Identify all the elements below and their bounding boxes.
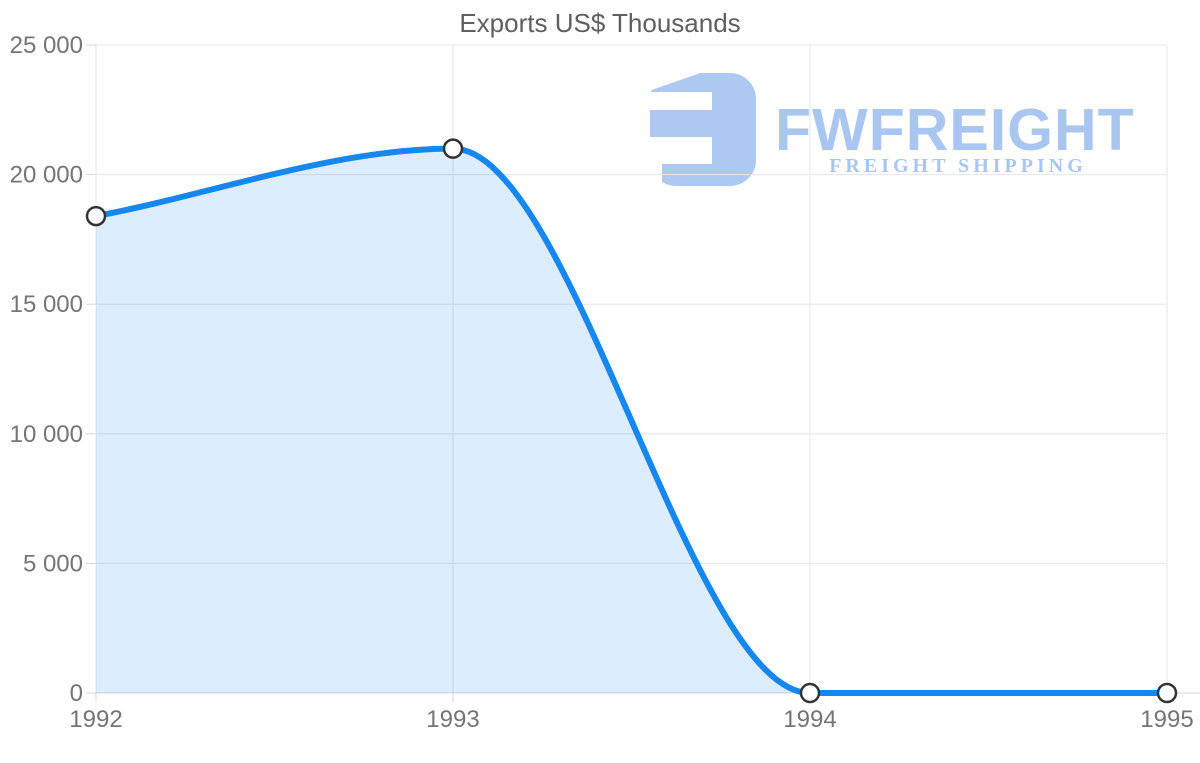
series-line xyxy=(93,145,1170,697)
fwfreight-tagline: FREIGHT SHIPPING xyxy=(829,155,1087,177)
y-axis-label: 10 000 xyxy=(10,421,83,448)
fwfreight-logo-mark xyxy=(644,71,756,186)
data-point-marker-1993[interactable] xyxy=(442,138,464,159)
logo-mark-corner-cut xyxy=(646,71,706,92)
x-axis-label: 1993 xyxy=(426,706,479,733)
y-axis-label: 15 000 xyxy=(10,291,83,318)
x-axis-label: 1992 xyxy=(69,706,122,733)
data-point-marker-1992[interactable] xyxy=(85,205,107,227)
logo-mark-base xyxy=(650,73,756,186)
series-layer xyxy=(85,138,1178,704)
y-axis-label: 25 000 xyxy=(10,32,83,59)
y-axis-label: 0 xyxy=(70,680,83,707)
chart-title: Exports US$ Thousands xyxy=(459,8,740,38)
axis-labels-layer: 0 5 000 10 000 15 000 20 000 25 000 1992 1993 19… xyxy=(10,32,1194,733)
logo-mark-slot-upper xyxy=(644,92,712,110)
y-axis-label: 5 000 xyxy=(23,550,83,577)
data-point-marker-1994[interactable] xyxy=(799,682,821,704)
x-axis-label: 1995 xyxy=(1140,706,1193,733)
data-point-marker-1995[interactable] xyxy=(1156,682,1178,704)
y-axis-label: 20 000 xyxy=(10,162,83,189)
fwfreight-watermark: FWFREIGHT FREIGHT SHIPPING xyxy=(644,71,1135,186)
logo-mark-bottom-notch xyxy=(646,137,662,186)
x-axis-label: 1994 xyxy=(783,706,836,733)
fwfreight-wordmark: FWFREIGHT xyxy=(775,97,1135,163)
